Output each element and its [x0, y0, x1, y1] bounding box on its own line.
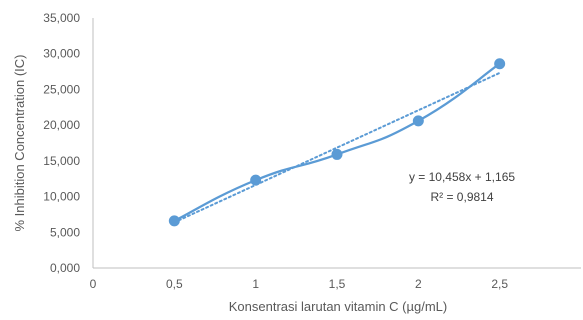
y-tick-label: 25,000: [43, 82, 80, 96]
trendline-equation: y = 10,458x + 1,165: [409, 170, 515, 184]
y-tick-labels: 0,000 5,000 10,000 15,000 20,000 25,000 30,000…: [43, 11, 80, 275]
y-tick-label: 20,000: [43, 118, 80, 132]
y-tick-label: 10,000: [43, 190, 80, 204]
y-tick-label: 0,000: [50, 261, 80, 275]
x-tick-label: 0,5: [166, 277, 183, 291]
x-tick-label: 1,5: [329, 277, 346, 291]
data-point: [331, 148, 343, 160]
y-tick-label: 35,000: [43, 11, 80, 25]
y-axis-title: % Inhibition Concentration (IC): [12, 54, 27, 231]
x-tick-label: 0: [90, 277, 97, 291]
y-tick-label: 30,000: [43, 47, 80, 61]
data-point: [412, 115, 424, 127]
x-tick-labels: 0 0,5 1 1,5 2 2,5: [90, 277, 509, 291]
data-point: [250, 174, 262, 186]
trendline-group: [173, 71, 501, 224]
axes: [92, 18, 581, 269]
points-group: [168, 58, 506, 227]
x-axis-title: Konsentrasi larutan vitamin C (µg/mL): [229, 299, 447, 314]
x-tick-label: 1: [252, 277, 259, 291]
y-tick-label: 5,000: [50, 225, 80, 239]
data-point: [494, 58, 506, 70]
trendline: [173, 71, 501, 224]
y-tick-label: 15,000: [43, 154, 80, 168]
data-point: [168, 215, 180, 227]
trendline-r2: R² = 0,9814: [430, 190, 493, 204]
x-tick-label: 2: [415, 277, 422, 291]
x-tick-label: 2,5: [491, 277, 508, 291]
